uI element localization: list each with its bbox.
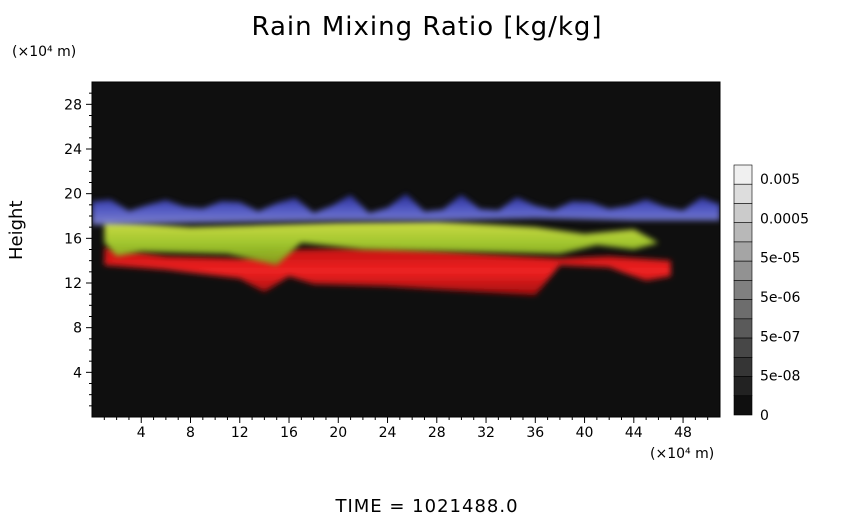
x-tick-label: 28 <box>428 425 446 441</box>
y-tick-label: 28 <box>64 97 82 113</box>
x-tick-label: 24 <box>379 425 397 441</box>
x-unit-label: (×10⁴ m) <box>650 446 715 462</box>
colorbar-cell <box>733 164 753 185</box>
colorbar-cell <box>733 318 753 339</box>
colorbar-label: 0 <box>760 408 769 424</box>
x-tick-label: 12 <box>231 425 249 441</box>
colorbar-label: 5e-07 <box>760 329 800 345</box>
chart-title: Rain Mixing Ratio [kg/kg] <box>251 12 603 42</box>
colorbar-cell <box>733 260 753 281</box>
x-tick-label: 36 <box>526 425 544 441</box>
colorbar-cell <box>733 337 753 358</box>
colorbar-cell <box>733 241 753 262</box>
rain-band-red <box>104 247 671 296</box>
x-tick-label: 16 <box>280 425 298 441</box>
colorbar-label: 5e-06 <box>760 290 800 306</box>
colorbar-cell <box>733 376 753 397</box>
colorbar-label: 5e-08 <box>760 369 800 385</box>
time-footer: TIME = 1021488.0 <box>335 496 519 517</box>
y-tick-label: 20 <box>64 187 82 203</box>
y-tick-label: 16 <box>64 231 82 247</box>
colorbar-cell <box>733 280 753 300</box>
x-tick-label: 8 <box>186 425 195 441</box>
y-tick-label: 8 <box>73 321 82 337</box>
colorbar-cell <box>733 299 753 320</box>
x-tick-label: 48 <box>674 425 692 441</box>
rain-band-green <box>104 220 659 266</box>
y-unit-label: (×10⁴ m) <box>12 44 77 60</box>
colorbar-label: 0.0005 <box>760 211 809 227</box>
rain-band-blue <box>92 193 720 225</box>
colorbar-cell <box>733 222 753 243</box>
colorbar-label: 5e-05 <box>760 251 800 267</box>
x-tick-label: 32 <box>477 425 495 441</box>
x-tick-label: 44 <box>625 425 643 441</box>
x-tick-label: 40 <box>576 425 594 441</box>
colorbar-label: 0.005 <box>760 172 800 188</box>
y-tick-label: 4 <box>73 365 82 381</box>
colorbar-cell <box>733 395 753 416</box>
y-tick-label: 24 <box>64 142 82 158</box>
y-tick-label: 12 <box>64 276 82 292</box>
colorbar-cell <box>733 203 753 223</box>
x-tick-label: 20 <box>329 425 347 441</box>
colorbar-cell <box>733 357 753 377</box>
x-tick-label: 4 <box>137 425 146 441</box>
colorbar-cell <box>733 183 753 204</box>
